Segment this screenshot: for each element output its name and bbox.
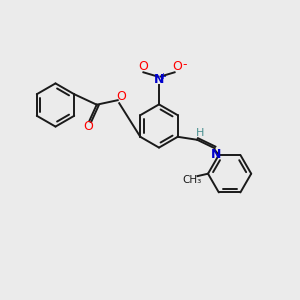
- Text: O: O: [139, 60, 148, 74]
- Text: O: O: [116, 90, 126, 103]
- Text: O: O: [172, 60, 182, 74]
- Text: +: +: [160, 72, 166, 81]
- Text: H: H: [195, 128, 204, 138]
- Text: O: O: [83, 120, 93, 133]
- Text: N: N: [154, 73, 164, 86]
- Text: -: -: [182, 58, 187, 71]
- Text: N: N: [211, 148, 221, 161]
- Text: CH₃: CH₃: [182, 175, 202, 185]
